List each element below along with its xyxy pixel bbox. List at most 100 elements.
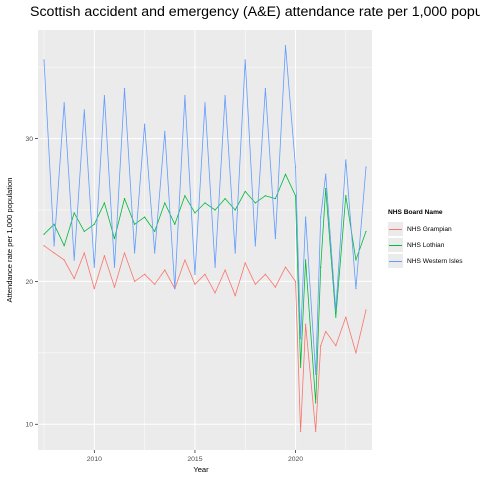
data-point-nhs-lothian [325,187,327,190]
gridlines [38,30,372,450]
data-point-nhs-grampian [164,269,166,271]
data-point-nhs-grampian [53,252,55,254]
data-point-nhs-western-isles [184,95,186,97]
data-point-nhs-lothian [194,212,196,214]
data-point-nhs-grampian [365,309,367,311]
data-point-nhs-lothian [315,402,317,404]
x-tick-label: 2015 [187,456,202,463]
data-point-nhs-western-isles [214,266,216,268]
data-point-nhs-western-isles [234,252,236,254]
data-point-nhs-western-isles [335,309,337,311]
data-point-nhs-western-isles [294,166,297,168]
data-point-nhs-lothian [113,237,116,240]
data-point-nhs-grampian [244,262,246,264]
legend-label-lothian: NHS Lothian [407,241,445,249]
data-point-nhs-lothian [133,223,136,225]
x-tick-label: 2010 [87,456,102,463]
data-point-nhs-western-isles [325,173,327,175]
data-point-nhs-lothian [224,197,226,200]
data-point-nhs-western-isles [264,87,266,90]
data-point-nhs-western-isles [224,95,226,97]
data-point-nhs-lothian [299,366,302,368]
data-point-nhs-grampian [184,259,186,261]
data-point-nhs-lothian [103,202,105,204]
data-point-nhs-lothian [345,195,347,197]
data-point-nhs-lothian [164,202,166,204]
legend-key-western-isles [388,254,403,268]
data-point-nhs-lothian [284,173,287,175]
legend-label-western-isles: NHS Western Isles [407,257,463,265]
y-tick-label: 10 [25,422,33,429]
data-point-nhs-grampian [103,255,105,257]
data-point-nhs-lothian [184,195,186,197]
data-point-nhs-western-isles [194,273,196,275]
data-point-nhs-lothian [83,230,85,233]
x-tick-label: 2020 [288,456,303,463]
data-point-nhs-western-isles [144,123,146,125]
data-point-nhs-grampian [299,430,302,433]
legend-item-grampian: NHS Grampian [388,221,463,237]
data-point-nhs-grampian [113,286,116,288]
data-point-nhs-western-isles [305,216,307,218]
data-point-nhs-lothian [355,259,357,261]
data-point-nhs-lothian [335,316,337,318]
y-axis-label: Attendance rate per 1,000 population [5,178,14,303]
data-point-nhs-lothian [274,197,277,200]
series-nhs-lothian [43,173,367,404]
data-point-nhs-western-isles [320,216,322,218]
y-tick-label: 20 [25,279,33,286]
data-point-nhs-grampian [63,259,65,261]
data-point-nhs-grampian [133,280,136,283]
data-point-nhs-western-isles [164,130,166,133]
data-point-nhs-grampian [335,345,337,347]
data-point-nhs-western-isles [244,59,246,61]
data-point-nhs-lothian [73,212,75,214]
data-point-nhs-grampian [93,287,95,290]
data-point-nhs-lothian [144,216,146,218]
data-point-nhs-grampian [320,345,322,347]
legend: NHS Board Name NHS Grampian NHS Lothian … [388,209,463,269]
data-point-nhs-grampian [305,323,307,325]
data-point-nhs-western-isles [299,337,302,340]
data-point-nhs-western-isles [113,266,116,268]
legend-key-lothian [388,238,403,252]
data-point-nhs-grampian [254,283,256,285]
data-point-nhs-grampian [194,283,196,285]
data-point-nhs-grampian [204,273,206,275]
data-point-nhs-lothian [214,209,216,211]
data-point-nhs-western-isles [83,109,85,111]
data-point-nhs-western-isles [204,102,206,104]
data-point-nhs-lothian [234,209,236,211]
data-point-nhs-lothian [123,197,126,200]
data-point-nhs-western-isles [274,237,277,240]
data-point-nhs-lothian [204,202,206,204]
data-point-nhs-western-isles [103,95,105,97]
data-point-nhs-grampian [123,252,126,254]
data-point-nhs-grampian [234,295,236,297]
chart-title: Scottish accident and emergency (A&E) at… [30,4,480,20]
legend-title: NHS Board Name [388,209,443,216]
legend-item-lothian: NHS Lothian [388,237,463,253]
data-point-nhs-grampian [214,292,216,294]
y-tick-label: 30 [25,136,33,143]
data-point-nhs-lothian [320,266,322,268]
data-point-nhs-grampian [325,330,327,333]
series-nhs-grampian [43,245,367,433]
data-point-nhs-grampian [43,245,45,247]
data-point-nhs-lothian [154,230,156,233]
data-point-nhs-western-isles [63,102,65,104]
data-point-nhs-grampian [224,269,226,271]
data-point-nhs-western-isles [315,373,317,375]
data-point-nhs-grampian [355,352,357,354]
data-point-nhs-western-isles [365,166,367,168]
series-nhs-western-isles [43,45,367,375]
data-point-nhs-western-isles [284,45,287,47]
data-point-nhs-grampian [294,280,297,283]
data-point-nhs-western-isles [345,159,347,161]
legend-label-grampian: NHS Grampian [407,225,452,233]
data-point-nhs-lothian [294,195,297,197]
data-point-nhs-lothian [43,233,45,235]
data-point-nhs-western-isles [154,252,156,254]
data-point-nhs-lothian [254,202,256,204]
